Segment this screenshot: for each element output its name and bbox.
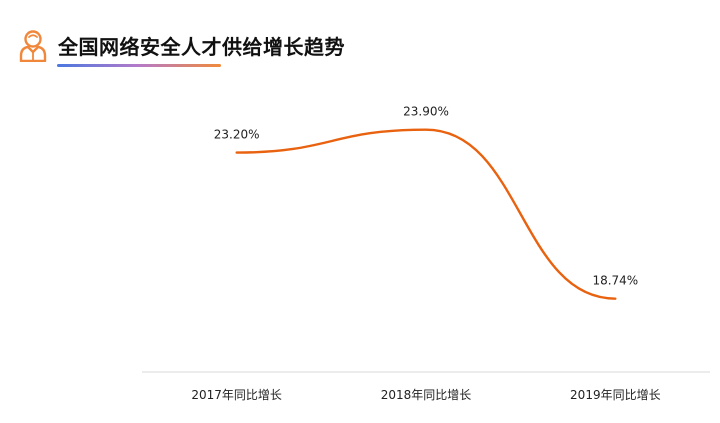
title-underline	[57, 64, 221, 67]
data-label: 23.20%	[214, 128, 260, 142]
data-label: 18.74%	[592, 274, 638, 288]
x-tick-label: 2017年同比增长	[191, 388, 282, 402]
data-label: 23.90%	[403, 105, 449, 119]
x-tick-label: 2018年同比增长	[381, 388, 472, 402]
series-line	[235, 128, 617, 300]
person-icon	[19, 30, 47, 62]
page-title: 全国网络安全人才供给增长趋势	[58, 35, 345, 59]
x-tick-label: 2019年同比增长	[570, 388, 661, 402]
